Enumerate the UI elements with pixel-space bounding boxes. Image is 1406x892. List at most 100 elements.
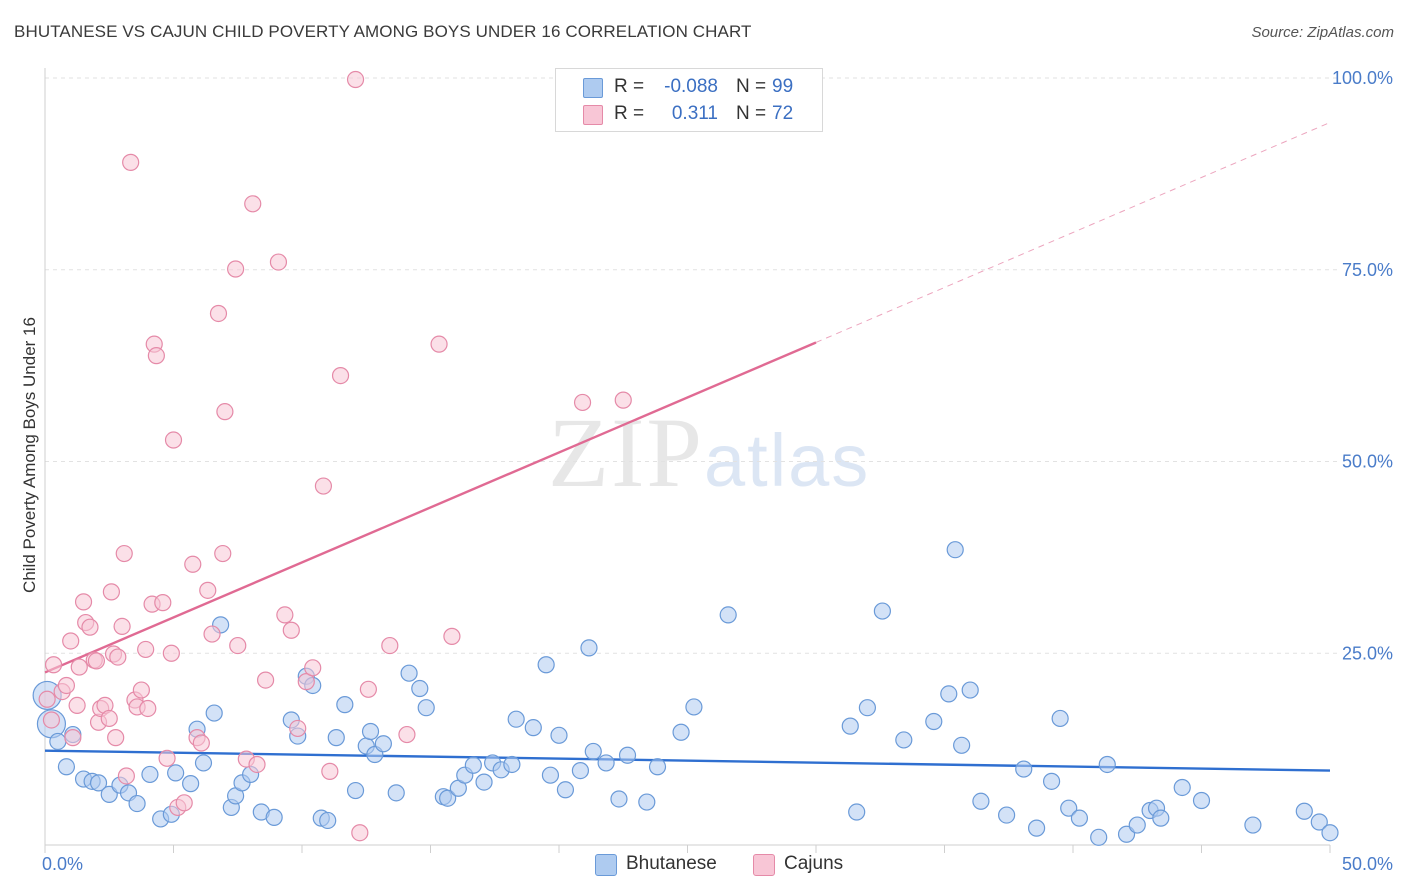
bhutanese-point xyxy=(537,656,555,674)
cajuns-point xyxy=(203,625,221,643)
bhutanese-point xyxy=(1192,791,1211,810)
bhutanese-point xyxy=(1070,809,1089,827)
cajuns-point xyxy=(38,690,56,708)
bhutanese-point xyxy=(1321,824,1339,842)
legend-swatch-bhutanese xyxy=(595,854,617,876)
bhutanese-point xyxy=(464,756,482,774)
cajuns-point xyxy=(614,391,632,409)
bhutanese-trend-line xyxy=(44,749,1331,772)
bhutanese-point xyxy=(205,704,223,722)
cajuns-point xyxy=(269,253,288,271)
data-points xyxy=(32,70,1339,846)
legend-swatch-cajuns xyxy=(583,105,603,125)
bhutanese-point xyxy=(961,681,979,699)
bhutanese-point xyxy=(1295,802,1313,820)
legend-row-bhutanese: R = -0.088 N = 99 xyxy=(556,74,822,100)
legend-swatch-cajuns xyxy=(753,854,775,876)
cajuns-trend-extension xyxy=(815,122,1331,343)
cajuns-point xyxy=(139,699,157,718)
y-tick-label: 50.0% xyxy=(1342,452,1393,472)
bhutanese-point xyxy=(387,784,405,802)
cajuns-point xyxy=(289,719,307,738)
cajuns-point xyxy=(137,640,155,659)
cajuns-point xyxy=(314,477,333,495)
bhutanese-point xyxy=(895,731,913,749)
bhutanese-point xyxy=(417,699,435,717)
bhutanese-point xyxy=(327,729,345,747)
bhutanese-point xyxy=(556,781,575,799)
cajuns-point xyxy=(244,195,262,213)
cajuns-point xyxy=(304,659,322,677)
bhutanese-point xyxy=(400,664,418,682)
bhutanese-point xyxy=(972,792,990,810)
bhutanese-point xyxy=(610,790,628,808)
bhutanese-point xyxy=(1244,816,1262,834)
cajuns-point xyxy=(248,755,266,774)
cajuns-point xyxy=(398,725,416,744)
bhutanese-point xyxy=(597,754,615,772)
cajuns-point xyxy=(42,711,61,729)
bhutanese-point xyxy=(1027,819,1046,837)
bhutanese-point xyxy=(49,732,67,751)
cajuns-point xyxy=(192,734,210,752)
source-label[interactable]: Source: ZipAtlas.com xyxy=(1251,24,1394,41)
x-tick-label: 50.0% xyxy=(1342,854,1393,874)
legend-n-value: 99 xyxy=(772,76,794,97)
bhutanese-point xyxy=(873,602,891,620)
cajuns-point xyxy=(276,606,294,624)
bhutanese-point xyxy=(507,710,525,728)
bhutanese-point xyxy=(411,679,429,698)
bhutanese-point xyxy=(541,766,560,784)
cajuns-point xyxy=(100,709,118,728)
cajuns-point xyxy=(227,260,245,278)
bhutanese-point xyxy=(719,606,737,624)
bhutanese-point xyxy=(265,808,283,826)
bhutanese-point xyxy=(475,773,493,791)
cajuns-point xyxy=(359,680,377,698)
cajuns-point xyxy=(154,594,172,612)
cajuns-point xyxy=(346,70,365,89)
legend-label-bhutanese: Bhutanese xyxy=(626,853,717,874)
cajuns-point xyxy=(44,656,63,674)
cajuns-point xyxy=(209,304,228,323)
cajuns-point xyxy=(147,347,165,365)
cajuns-point xyxy=(216,403,234,421)
cajuns-point xyxy=(102,583,120,601)
trend-lines xyxy=(44,122,1331,772)
cajuns-point xyxy=(256,671,275,689)
bhutanese-point xyxy=(685,698,703,716)
legend-swatch-bhutanese xyxy=(583,78,603,98)
cajuns-point xyxy=(115,544,133,563)
cajuns-point xyxy=(64,729,82,747)
bhutanese-point xyxy=(618,746,637,764)
chart-title: BHUTANESE VS CAJUN CHILD POVERTY AMONG B… xyxy=(14,22,752,41)
bhutanese-point xyxy=(167,764,185,782)
bhutanese-point xyxy=(638,793,656,811)
cajuns-point xyxy=(109,648,127,666)
cajuns-point xyxy=(81,618,99,636)
bhutanese-point xyxy=(925,712,943,731)
bhutanese-point xyxy=(1060,799,1078,817)
watermark-atlas: atlas xyxy=(704,419,871,502)
bhutanese-point xyxy=(672,723,690,741)
bhutanese-point xyxy=(128,794,146,813)
cajuns-point xyxy=(430,335,448,353)
cajuns-point xyxy=(162,644,180,662)
y-tick-label: 25.0% xyxy=(1342,643,1393,663)
bhutanese-point xyxy=(580,639,598,657)
tick-labels: 25.0% 50.0% 75.0% 100.0% 0.0% 50.0% xyxy=(42,68,1393,874)
cajuns-point xyxy=(113,617,131,636)
cajuns-point xyxy=(381,636,399,655)
bhutanese-point xyxy=(1090,828,1108,846)
x-tick-label: 0.0% xyxy=(42,854,83,874)
bhutanese-point xyxy=(1015,760,1033,778)
bhutanese-point xyxy=(1051,709,1069,728)
cajuns-trend-line xyxy=(44,341,817,674)
cajuns-point xyxy=(351,824,369,842)
cajuns-point xyxy=(443,627,461,645)
correlation-legend: R = -0.088 N = 99 R = 0.311 N = 72 xyxy=(555,68,823,132)
cajuns-point xyxy=(331,366,350,385)
bhutanese-point xyxy=(584,742,602,761)
legend-r-label: R = xyxy=(614,76,645,97)
